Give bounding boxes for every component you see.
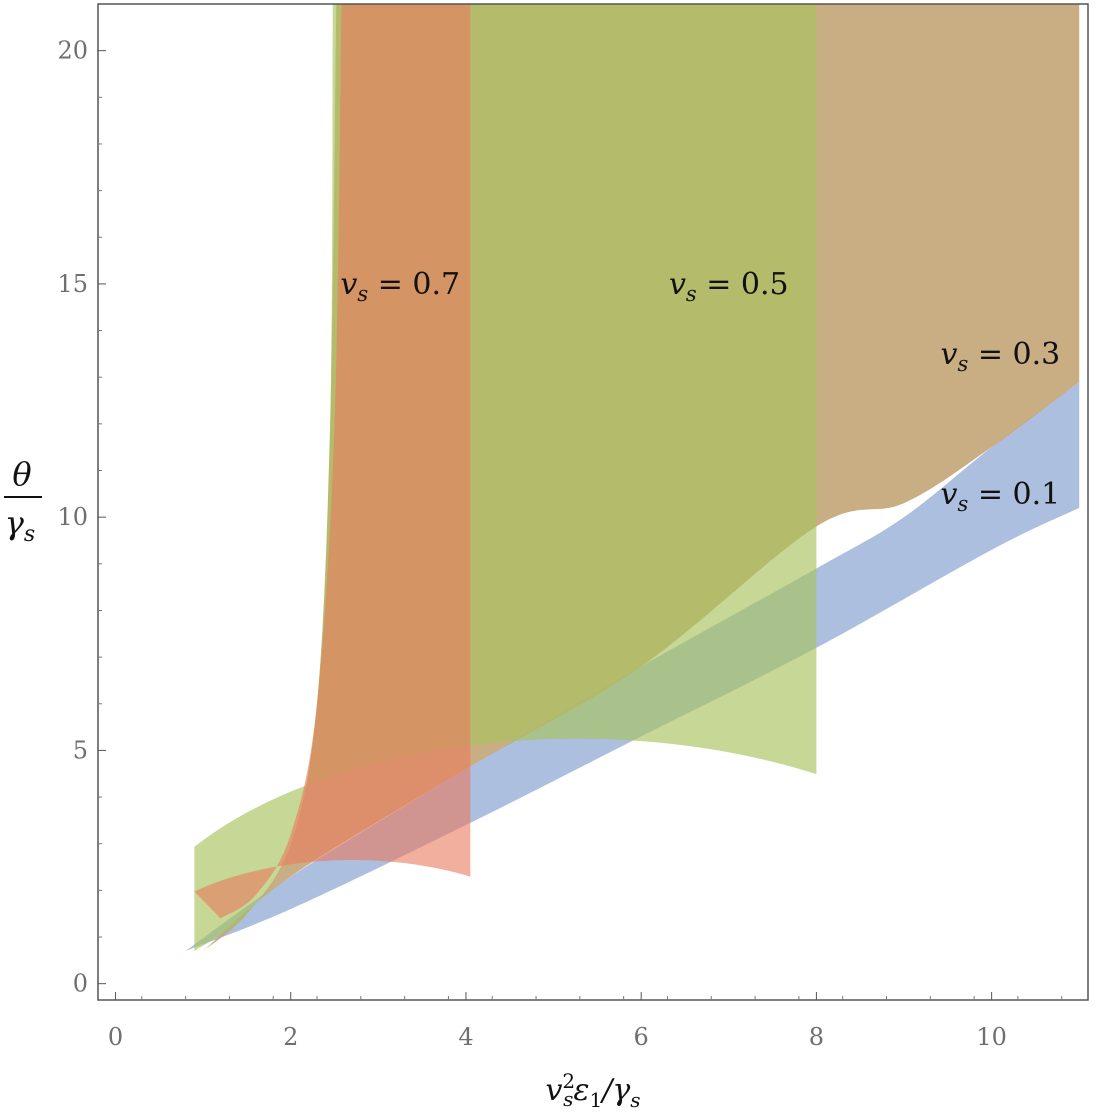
plot-frame (97, 3, 1089, 1001)
y-axis-label-numerator: θ (12, 455, 31, 493)
y-tick-label: 20 (57, 37, 88, 65)
series-label: vs = 0.3 (941, 337, 1061, 376)
annotations: vs = 0.7 vs = 0.5 vs = 0.3 vs = 0.1 (340, 267, 1060, 516)
x-tick-label: 6 (634, 1023, 649, 1051)
x-tick-label: 4 (458, 1023, 473, 1051)
series-label: vs = 0.5 (669, 267, 789, 306)
series-label: vs = 0.1 (941, 477, 1061, 516)
y-tick-label: 5 (73, 736, 88, 764)
x-tick-label: 10 (976, 1023, 1007, 1051)
x-tick-label: 8 (809, 1023, 824, 1051)
y-tick-label: 0 (73, 970, 88, 998)
region-v-s-0-5 (194, 4, 817, 966)
x-axis-label: v2 sε1/γs (545, 1069, 640, 1112)
x-tick-label: 0 (108, 1023, 123, 1051)
region-v-s-0-7 (194, 4, 471, 970)
y-tick-label: 10 (57, 503, 88, 531)
ticks: 0 2 4 6 8 10 0 5 10 15 20 (57, 37, 1063, 1051)
series-label: vs = 0.7 (340, 267, 460, 306)
x-tick-label: 2 (283, 1023, 298, 1051)
y-axis-label-denominator: γs (5, 504, 35, 547)
y-tick-label: 15 (57, 270, 88, 298)
regions (185, 4, 1080, 970)
axis-titles: v2 sε1/γs θ γs (4, 455, 641, 1112)
